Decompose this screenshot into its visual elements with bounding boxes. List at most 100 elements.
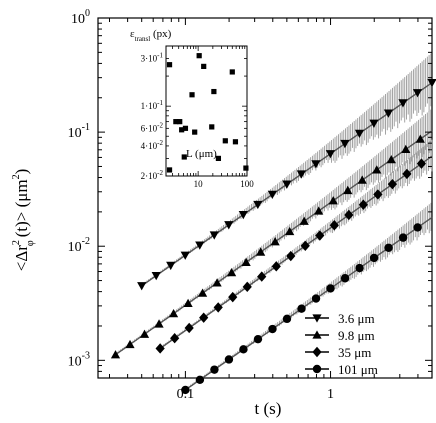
data-point <box>328 196 338 205</box>
data-point <box>296 170 306 179</box>
legend-label: 3.6 μm <box>338 311 375 326</box>
data-point <box>329 220 339 231</box>
inset-point <box>215 155 222 162</box>
y-tick-base: 10 <box>68 354 82 369</box>
data-point <box>170 333 180 344</box>
inset-point <box>196 53 202 59</box>
data-point <box>268 324 277 334</box>
data-point <box>369 119 379 128</box>
inset-y-tick-base: 4·10 <box>141 141 158 151</box>
data-point <box>315 230 325 241</box>
y-title-close: ) <box>12 169 31 175</box>
data-point <box>369 253 379 263</box>
data-point <box>209 231 219 240</box>
data-point <box>224 221 234 230</box>
inset-y-tick-exp: -1 <box>157 51 163 59</box>
y-tick-exp: -1 <box>82 122 90 133</box>
data-point <box>183 298 193 308</box>
data-point <box>427 78 436 88</box>
data-point <box>151 271 161 281</box>
data-point <box>326 284 335 293</box>
data-point <box>398 233 408 242</box>
inset-point <box>243 165 249 171</box>
y-tick-label: 100 <box>71 8 90 27</box>
inset-point <box>229 69 235 75</box>
inset-title: εtransl (px) <box>130 28 172 43</box>
data-point <box>413 223 422 232</box>
data-point <box>154 319 164 328</box>
data-point <box>311 294 321 303</box>
inset-point <box>209 124 215 130</box>
data-point <box>387 178 397 190</box>
inset-y-tick-base: 1·10 <box>141 101 158 111</box>
data-point <box>401 144 411 153</box>
inset-point <box>222 138 228 144</box>
data-point <box>373 189 383 200</box>
data-point <box>311 160 321 169</box>
data-point <box>239 345 248 354</box>
data-point <box>137 282 147 291</box>
y-axis-title: <Δr2 φ(t)> (μm2) <box>11 169 36 272</box>
y-title-sup: 2 <box>11 240 22 245</box>
data-point <box>286 250 296 262</box>
markers-layer <box>110 78 436 395</box>
data-point <box>402 168 412 180</box>
data-point <box>253 334 263 344</box>
y-title-pre: <Δr <box>12 245 31 272</box>
data-point <box>282 180 292 189</box>
data-point <box>415 134 425 143</box>
data-point <box>227 267 237 277</box>
data-point <box>181 385 190 395</box>
legend-label: 101 μm <box>338 362 378 377</box>
y-tick-exp: -2 <box>82 236 90 247</box>
inset-y-tick-label: 4·10-2 <box>141 139 164 151</box>
y-tick-base: 10 <box>68 126 82 141</box>
data-point <box>297 304 306 313</box>
inset-point <box>211 88 217 95</box>
inset-point <box>177 119 183 125</box>
inset-x-tick-label: 100 <box>240 179 254 189</box>
data-point <box>213 302 223 313</box>
data-point <box>197 288 208 297</box>
data-point <box>344 209 354 221</box>
y-tick-base: 10 <box>71 12 85 27</box>
inset-y-tick-label: 1·10-1 <box>141 99 164 111</box>
inset-point <box>181 154 187 160</box>
data-point <box>195 241 205 250</box>
data-point <box>386 154 396 164</box>
y-tick-exp: -3 <box>82 350 90 361</box>
inset-y-tick-label: 2·10-2 <box>141 169 164 181</box>
data-point <box>267 190 277 199</box>
inset-x-label: L (μm) <box>186 148 217 160</box>
data-point <box>257 271 267 282</box>
inset-y-tick-base: 2·10 <box>141 171 158 181</box>
inset-point <box>232 139 239 145</box>
inset-y-tick-base: 3·10 <box>141 53 158 63</box>
data-point <box>241 257 251 266</box>
inset-point <box>166 62 173 68</box>
legend: 3.6 μm 9.8 μm 35 μm 101 μm <box>305 311 378 377</box>
inset-y-tick-label: 6·10-2 <box>141 121 164 133</box>
y-tick-label: 10-1 <box>68 122 90 141</box>
legend-marker <box>312 364 322 374</box>
y-tick-label: 10-2 <box>68 236 90 255</box>
y-tick-base: 10 <box>68 240 82 255</box>
data-point <box>343 185 353 195</box>
inset-point <box>179 127 185 133</box>
legend-marker <box>312 330 322 339</box>
data-point <box>314 206 324 215</box>
inset-y-tick-exp: -1 <box>157 99 163 107</box>
data-point <box>210 365 219 374</box>
inset-point <box>189 92 195 98</box>
data-point <box>166 261 176 271</box>
inset-point <box>173 119 179 125</box>
data-point <box>195 375 205 384</box>
data-point <box>299 216 309 225</box>
x-axis-title: t (s) <box>255 399 282 418</box>
legend-label: 35 μm <box>338 345 371 360</box>
data-point <box>238 211 248 220</box>
